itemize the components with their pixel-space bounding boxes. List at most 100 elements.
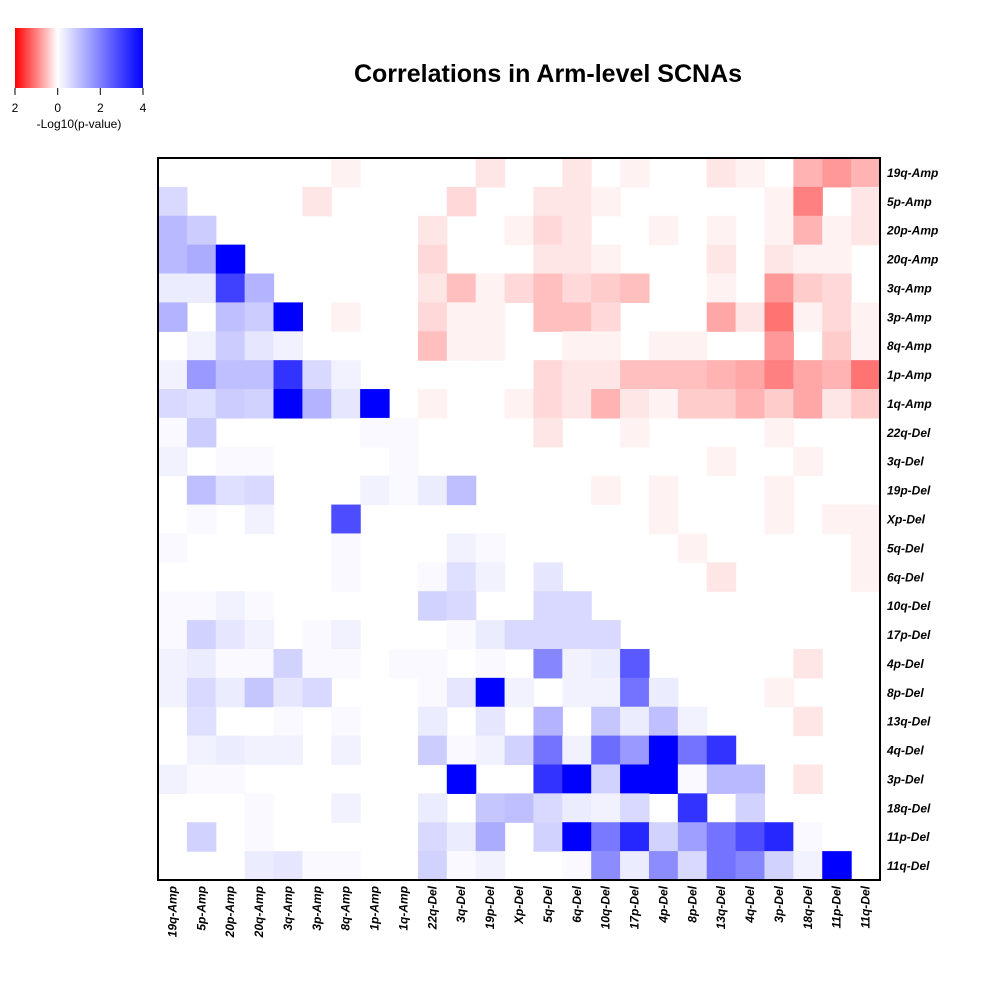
heatmap-cell — [764, 476, 793, 505]
heatmap-cell — [187, 649, 216, 678]
heatmap-cell — [822, 274, 851, 303]
heatmap-cell — [851, 562, 880, 591]
heatmap-cell — [331, 360, 360, 389]
column-label: 20p-Amp — [223, 886, 237, 938]
heatmap-cell — [591, 707, 620, 736]
column-label: 17p-Del — [628, 885, 642, 929]
heatmap-cell — [216, 302, 245, 331]
heatmap-cell — [678, 707, 707, 736]
heatmap-cell — [707, 245, 736, 274]
heatmap-cell — [418, 389, 447, 418]
heatmap-cell — [158, 187, 187, 216]
heatmap-cell — [331, 620, 360, 649]
heatmap-cell — [476, 620, 505, 649]
heatmap-cell — [591, 476, 620, 505]
heatmap-cell — [216, 649, 245, 678]
row-label: 8q-Amp — [887, 339, 932, 353]
heatmap-cell — [764, 302, 793, 331]
heatmap-cell — [187, 822, 216, 851]
heatmap-cell — [851, 187, 880, 216]
heatmap-cell — [678, 793, 707, 822]
heatmap-cells — [158, 158, 881, 881]
heatmap-cell — [736, 389, 765, 418]
row-label: 5q-Del — [887, 541, 924, 555]
heatmap-cell — [707, 389, 736, 418]
heatmap-cell — [245, 302, 274, 331]
heatmap-cell — [505, 793, 534, 822]
heatmap-cell — [764, 822, 793, 851]
heatmap-cell — [331, 562, 360, 591]
heatmap-cell — [649, 331, 678, 360]
heatmap-cell — [707, 562, 736, 591]
heatmap-cell — [187, 360, 216, 389]
heatmap-cell — [851, 158, 880, 187]
heatmap-cell — [418, 476, 447, 505]
heatmap-cell — [360, 389, 389, 418]
heatmap-cell — [562, 302, 591, 331]
row-label: 18q-Del — [887, 801, 931, 815]
heatmap-cell — [620, 274, 649, 303]
heatmap-cell — [418, 707, 447, 736]
heatmap-cell — [591, 331, 620, 360]
heatmap-cell — [793, 707, 822, 736]
column-label: 11q-Del — [859, 885, 873, 928]
heatmap-cell — [187, 678, 216, 707]
heatmap-cell — [736, 822, 765, 851]
heatmap-cell — [302, 649, 331, 678]
heatmap-cell — [245, 476, 274, 505]
heatmap-cell — [562, 274, 591, 303]
heatmap-cell — [158, 216, 187, 245]
heatmap-cell — [158, 533, 187, 562]
heatmap-cell — [245, 274, 274, 303]
heatmap-cell — [216, 678, 245, 707]
heatmap-cell — [533, 591, 562, 620]
heatmap-cell — [591, 649, 620, 678]
heatmap-cell — [822, 360, 851, 389]
heatmap-cell — [187, 620, 216, 649]
heatmap-cell — [764, 851, 793, 880]
heatmap-cell — [216, 245, 245, 274]
heatmap-cell — [649, 707, 678, 736]
heatmap-cell — [649, 678, 678, 707]
heatmap-cell — [736, 360, 765, 389]
heatmap-cell — [851, 389, 880, 418]
heatmap-cell — [649, 389, 678, 418]
heatmap-cell — [851, 302, 880, 331]
heatmap-cell — [533, 736, 562, 765]
heatmap-cell — [591, 793, 620, 822]
heatmap-cell — [389, 418, 418, 447]
heatmap-cell — [793, 649, 822, 678]
column-label: 3q-Del — [454, 885, 468, 922]
heatmap-cell — [591, 187, 620, 216]
heatmap-cell — [302, 620, 331, 649]
heatmap-cell — [447, 187, 476, 216]
heatmap-cell — [274, 707, 303, 736]
heatmap-cell — [793, 851, 822, 880]
heatmap-cell — [476, 533, 505, 562]
heatmap-cell — [793, 764, 822, 793]
heatmap-cell — [331, 389, 360, 418]
heatmap-cell — [418, 736, 447, 765]
heatmap-cell — [245, 736, 274, 765]
heatmap-cell — [707, 851, 736, 880]
heatmap-cell — [591, 245, 620, 274]
heatmap-cell — [187, 389, 216, 418]
heatmap-cell — [851, 331, 880, 360]
heatmap-cell — [707, 274, 736, 303]
heatmap-cell — [562, 331, 591, 360]
heatmap-cell — [764, 274, 793, 303]
column-label: 4q-Del — [743, 885, 757, 923]
heatmap-cell — [764, 331, 793, 360]
heatmap-cell — [476, 678, 505, 707]
column-labels: 19q-Amp 5p-Amp 20p-Amp 20q-Amp 3q-Amp 3p-Amp 8… — [165, 885, 872, 938]
heatmap-cell — [187, 418, 216, 447]
heatmap-cell — [216, 331, 245, 360]
heatmap-cell — [158, 274, 187, 303]
heatmap-cell — [389, 447, 418, 476]
column-label: 3q-Amp — [281, 886, 295, 931]
heatmap-cell — [505, 389, 534, 418]
heatmap-cell — [245, 505, 274, 534]
heatmap-cell — [736, 851, 765, 880]
heatmap-cell — [851, 533, 880, 562]
heatmap-cell — [245, 591, 274, 620]
